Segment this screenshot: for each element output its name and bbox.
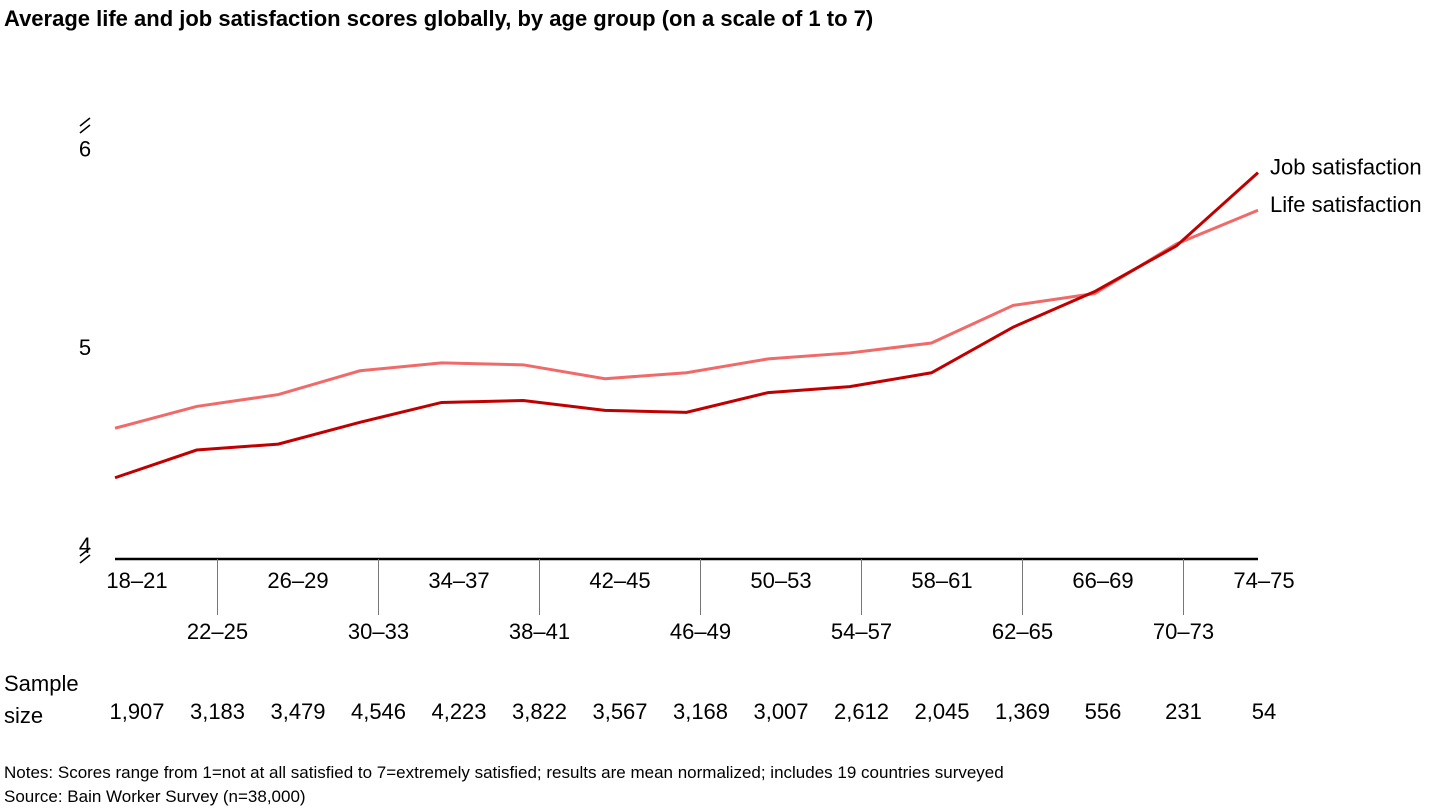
sample-size: 3,183 [190, 699, 245, 724]
sample-size: 2,612 [834, 699, 889, 724]
sample-size: 3,479 [270, 699, 325, 724]
x-tick-label: 58–61 [911, 568, 972, 593]
sample-size: 1,907 [109, 699, 164, 724]
x-tick-label: 42–45 [589, 568, 650, 593]
sample-size: 231 [1165, 699, 1202, 724]
series-label: Life satisfaction [1270, 192, 1422, 217]
x-tick-label: 38–41 [509, 619, 570, 644]
sample-size: 2,045 [914, 699, 969, 724]
sample-label: Sample size [4, 671, 79, 728]
x-tick-label: 50–53 [750, 568, 811, 593]
x-tick-label: 74–75 [1233, 568, 1294, 593]
y-tick-label: 5 [79, 335, 91, 360]
sample-size: 4,546 [351, 699, 406, 724]
x-tick-label: 30–33 [348, 619, 409, 644]
x-tick-label: 66–69 [1072, 568, 1133, 593]
sample-size: 54 [1252, 699, 1276, 724]
series-label: Job satisfaction [1270, 154, 1422, 179]
notes: Notes: Scores range from 1=not at all sa… [4, 763, 1004, 782]
sample-size: 3,567 [592, 699, 647, 724]
source: Source: Bain Worker Survey (n=38,000) [4, 787, 306, 806]
chart-title: Average life and job satisfaction scores… [4, 6, 873, 31]
x-tick-label: 18–21 [106, 568, 167, 593]
sample-size: 3,007 [753, 699, 808, 724]
x-tick-label: 34–37 [428, 568, 489, 593]
sample-size: 1,369 [995, 699, 1050, 724]
x-tick-label: 62–65 [992, 619, 1053, 644]
axis-break [79, 117, 91, 564]
x-tick-label: 46–49 [670, 619, 731, 644]
x-tick-label: 26–29 [267, 568, 328, 593]
x-tick-label: 54–57 [831, 619, 892, 644]
chart: Average life and job satisfaction scores… [4, 6, 1422, 724]
series-line [114, 208, 1259, 430]
sample-size: 556 [1085, 699, 1122, 724]
sample-size: 3,822 [512, 699, 567, 724]
x-tick-label: 70–73 [1153, 619, 1214, 644]
sample-size: 3,168 [673, 699, 728, 724]
sample-size: 4,223 [431, 699, 486, 724]
x-tick-label: 22–25 [187, 619, 248, 644]
y-tick-label: 6 [79, 137, 91, 162]
series-line [114, 171, 1260, 480]
y-tick-label: 4 [79, 533, 91, 558]
